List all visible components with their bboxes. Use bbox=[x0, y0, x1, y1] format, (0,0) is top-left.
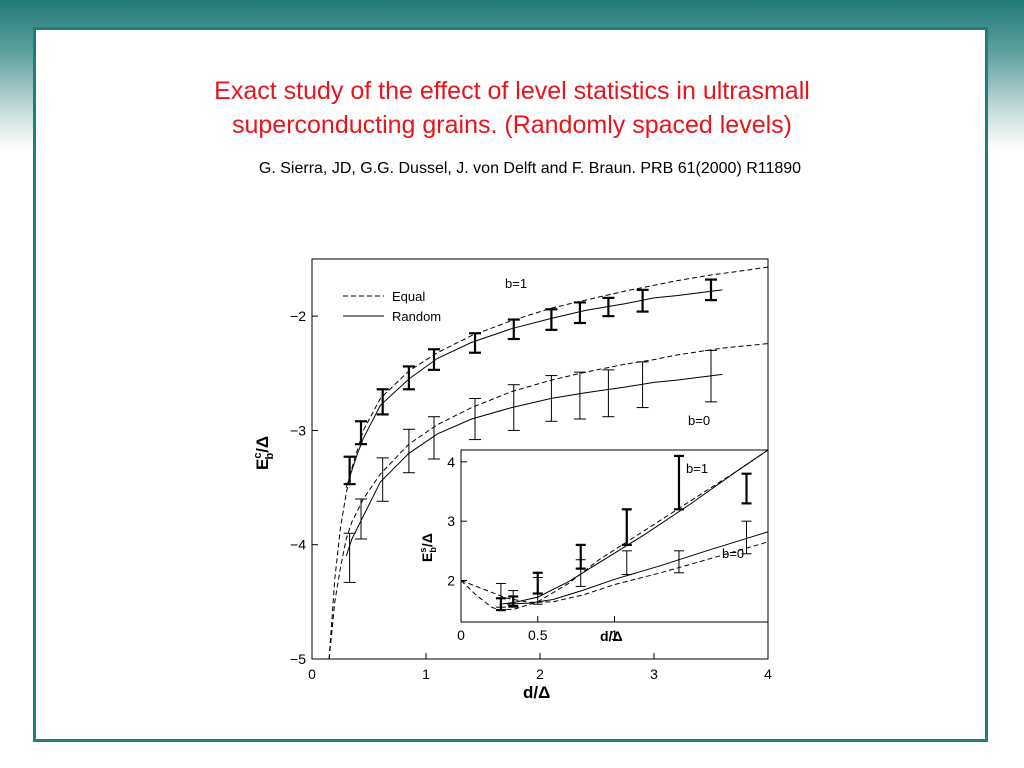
main-series-b1-solid bbox=[345, 289, 723, 488]
main-errorbar-b1 bbox=[545, 308, 558, 331]
main-y-tick-label: −5 bbox=[290, 651, 306, 667]
main-ylabel-sub: b bbox=[264, 453, 276, 460]
inset-errorbar-b1 bbox=[741, 472, 752, 505]
main-series-b0-dashed bbox=[328, 343, 768, 659]
inset-errorbar-b1 bbox=[673, 454, 684, 511]
main-x-tick-label: 0 bbox=[308, 666, 316, 682]
main-series-b1-dashed bbox=[328, 266, 768, 659]
inset-y-tick-label: 2 bbox=[447, 572, 455, 588]
legend-random-label: Random bbox=[392, 309, 441, 324]
inset-x-tick-label: 0.5 bbox=[528, 627, 548, 643]
main-ylabel-sup: c bbox=[252, 453, 264, 459]
main-y-tick-label: −4 bbox=[290, 537, 306, 553]
main-errorbar-b0 bbox=[602, 369, 615, 418]
svg-text:Ecb/Δ: Ecb/Δ bbox=[252, 436, 276, 470]
inset-annotation-b0: b=0 bbox=[722, 546, 744, 561]
main-chart-layer: 0 1 2 3 4 −2 −3 −4 −5 bbox=[290, 266, 772, 682]
inset-ylabel-tail: /Δ bbox=[419, 533, 435, 547]
main-errorbar-b1 bbox=[636, 288, 649, 313]
inset-errorbar-b0 bbox=[621, 550, 632, 576]
inset-errorbar-b0 bbox=[575, 559, 586, 587]
main-y-tick-label: −2 bbox=[290, 308, 306, 324]
main-errorbar-b0 bbox=[636, 361, 649, 409]
inset-chart-layer: 0 0.5 1 4 3 2 bbox=[447, 450, 768, 643]
inset-annotation-b1: b=1 bbox=[686, 461, 708, 476]
main-errorbar-b0 bbox=[545, 375, 558, 422]
title-line-2: superconducting grains. (Randomly spaced… bbox=[231, 111, 792, 139]
inset-series-b0-solid bbox=[507, 531, 768, 605]
main-errorbar-b0 bbox=[507, 384, 520, 431]
main-errorbar-b0 bbox=[376, 457, 389, 502]
inset-x-tick-label: 0 bbox=[457, 627, 465, 643]
main-x-tick-label: 4 bbox=[764, 666, 772, 682]
main-errorbar-b0 bbox=[402, 428, 415, 474]
main-ylabel: Ecb/Δ bbox=[252, 436, 276, 470]
inset-errorbar-b0 bbox=[673, 550, 684, 574]
main-errorbar-b0 bbox=[469, 397, 482, 441]
inset-series-b1-dashed bbox=[461, 450, 768, 611]
main-annotation-b1: b=1 bbox=[505, 276, 527, 291]
inset-x-tick-label: 1 bbox=[611, 627, 619, 643]
main-errorbar-b0 bbox=[355, 498, 368, 540]
svg-text:Esb/Δ: Esb/Δ bbox=[418, 533, 438, 562]
main-errorbar-b1 bbox=[705, 278, 717, 302]
main-ylabel-main: E bbox=[253, 459, 272, 470]
main-x-tick-label: 3 bbox=[650, 666, 658, 682]
main-errorbar-b0 bbox=[705, 349, 717, 403]
inset-errorbar-b0 bbox=[532, 577, 543, 605]
slide-title: Exact study of the effect of level stati… bbox=[0, 74, 1024, 142]
inset-y-tick-label: 4 bbox=[447, 454, 455, 470]
inset-ylabel-sub: b bbox=[428, 547, 438, 553]
slide-citation: G. Sierra, JD, G.G. Dussel, J. von Delft… bbox=[258, 160, 802, 177]
main-errorbar-b1 bbox=[427, 348, 440, 371]
inset-errorbar-b0 bbox=[741, 520, 752, 555]
main-x-tick-label: 1 bbox=[422, 666, 430, 682]
main-errorbar-b1 bbox=[376, 388, 389, 416]
main-series-b0-solid bbox=[345, 373, 723, 557]
main-x-tick-label: 2 bbox=[536, 666, 544, 682]
inset-ylabel: Esb/Δ bbox=[418, 533, 438, 562]
inset-ylabel-main: E bbox=[419, 553, 435, 562]
title-line-1: Exact study of the effect of level stati… bbox=[214, 77, 810, 105]
inset-xlabel: d/Δ bbox=[600, 628, 623, 644]
main-errorbar-b1 bbox=[507, 318, 520, 341]
inset-errorbar-b1 bbox=[621, 508, 632, 546]
main-errorbar-b0 bbox=[343, 532, 356, 583]
inset-errorbar-b0 bbox=[508, 590, 519, 606]
inset-errorbar-b0 bbox=[495, 582, 506, 608]
main-y-tick-label: −3 bbox=[290, 422, 306, 438]
main-annotation-b0: b=0 bbox=[688, 413, 710, 428]
main-ylabel-tail: /Δ bbox=[253, 436, 272, 453]
main-errorbar-b0 bbox=[427, 416, 440, 460]
inset-plot-area bbox=[460, 449, 769, 623]
main-errorbar-b1 bbox=[343, 455, 356, 486]
inset-y-tick-label: 3 bbox=[447, 513, 455, 529]
main-errorbar-b1 bbox=[602, 296, 615, 318]
main-errorbar-b0 bbox=[573, 371, 586, 420]
main-errorbar-b1 bbox=[469, 332, 482, 354]
main-errorbar-b1 bbox=[355, 420, 368, 446]
legend-equal-label: Equal bbox=[392, 289, 425, 304]
inset-ylabel-sup: s bbox=[418, 548, 428, 553]
main-errorbar-b1 bbox=[573, 301, 586, 325]
main-errorbar-b1 bbox=[402, 365, 415, 391]
main-xlabel: d/Δ bbox=[523, 683, 550, 702]
main-legend: Equal Random bbox=[343, 289, 441, 324]
